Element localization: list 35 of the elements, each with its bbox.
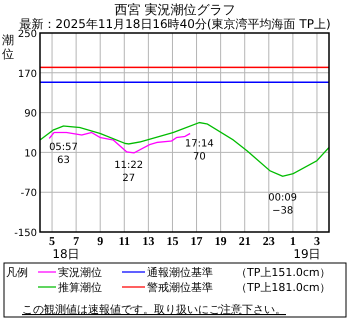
x-tick-label: 7 <box>73 234 80 248</box>
legend-label: 警戒潮位基準 <box>147 281 213 294</box>
x-tick-label: 5 <box>49 234 56 248</box>
y-axis-title: 潮位 <box>2 33 14 61</box>
legend-title: 凡例 <box>6 266 28 279</box>
x-tick-label: 19 <box>214 234 227 248</box>
y-tick-label: 170 <box>18 68 37 80</box>
x-tick-label: 17 <box>190 234 203 248</box>
y-tick-label: 250 <box>18 29 37 40</box>
legend-label: 通報潮位基準 <box>147 266 213 279</box>
annotation: 11:22 27 <box>114 160 144 184</box>
x-tick-label: 9 <box>97 234 104 248</box>
chart-title: 西宮 実況潮位グラフ <box>114 2 236 18</box>
x-tick-label: 13 <box>142 234 154 248</box>
annotation: 00:09 −38 <box>268 192 298 216</box>
y-tick-label: 90 <box>24 108 37 120</box>
text: 18日 <box>52 247 80 261</box>
x-tick-label: 23 <box>262 234 275 248</box>
annotation: 17:14 70 <box>184 138 214 163</box>
text: 19日 <box>293 247 321 261</box>
x-tick-label: 3 <box>314 234 320 248</box>
annotation: 05:57 63 <box>49 142 78 166</box>
text: （TP上151.0cm） <box>236 266 331 279</box>
x-tick-label: 21 <box>238 234 251 248</box>
x-tick-label: 11 <box>118 234 130 248</box>
x-tick-label: 1 <box>290 234 296 248</box>
x-tick-label: 15 <box>166 234 178 248</box>
legend-label: 実況潮位 <box>58 266 102 279</box>
y-tick-label: -70 <box>20 188 37 200</box>
chart-subtitle: 最新：2025年11月18日16時40分(東京湾平均海面 TP上) <box>19 17 331 31</box>
y-tick-label: -150 <box>14 228 37 239</box>
y-tick-label: 10 <box>24 148 37 160</box>
legend-label: 推算潮位 <box>58 281 102 294</box>
text: （TP上181.0cm） <box>236 281 331 294</box>
text: この観測値は速報値です。取り扱いにご注意下さい。 <box>22 303 286 316</box>
